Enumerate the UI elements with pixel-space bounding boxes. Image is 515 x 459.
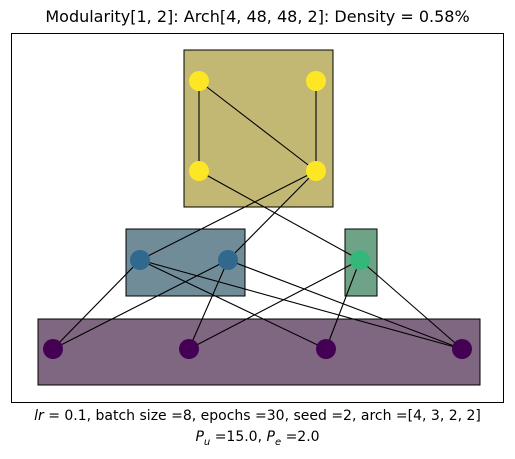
node-bottom-2	[179, 339, 199, 359]
node-top-4	[306, 161, 326, 181]
module-box-bottom	[37, 318, 481, 386]
pe-symbol: P	[266, 429, 275, 445]
edge	[139, 259, 463, 350]
edge	[359, 259, 463, 350]
node-top-3	[189, 161, 209, 181]
node-top-1	[189, 71, 209, 91]
edge	[325, 259, 361, 350]
edge	[227, 170, 317, 261]
edge	[198, 80, 317, 172]
caption-line-1: lr = 0.1, batch size =8, epochs =30, see…	[0, 408, 515, 424]
plot-frame	[11, 33, 504, 403]
edge	[227, 259, 463, 350]
pe-subscript: e	[274, 436, 282, 448]
edge	[52, 259, 229, 350]
edge	[188, 259, 229, 350]
caption-line-2: Pu =15.0, Pe =2.0	[0, 429, 515, 448]
hyperparameters-text: = 0.1, batch size =8, epochs =30, seed =…	[48, 408, 481, 424]
edge	[139, 259, 327, 350]
node-middle-2	[218, 250, 238, 270]
node-bottom-1	[43, 339, 63, 359]
pu-value: =15.0,	[214, 429, 263, 445]
node-middle-1	[130, 250, 150, 270]
figure-title: Modularity[1, 2]: Arch[4, 48, 48, 2]: De…	[45, 7, 470, 26]
edge	[139, 170, 317, 261]
pu-symbol: P	[195, 429, 204, 445]
node-top-2	[306, 71, 326, 91]
node-middle-3	[350, 250, 370, 270]
node-bottom-3	[316, 339, 336, 359]
pe-value: =2.0	[285, 429, 320, 445]
edge	[52, 259, 141, 350]
node-bottom-4	[452, 339, 472, 359]
edge	[198, 170, 361, 261]
pu-subscript: u	[203, 436, 211, 448]
edge	[188, 259, 361, 350]
lr-symbol: lr	[34, 408, 44, 424]
